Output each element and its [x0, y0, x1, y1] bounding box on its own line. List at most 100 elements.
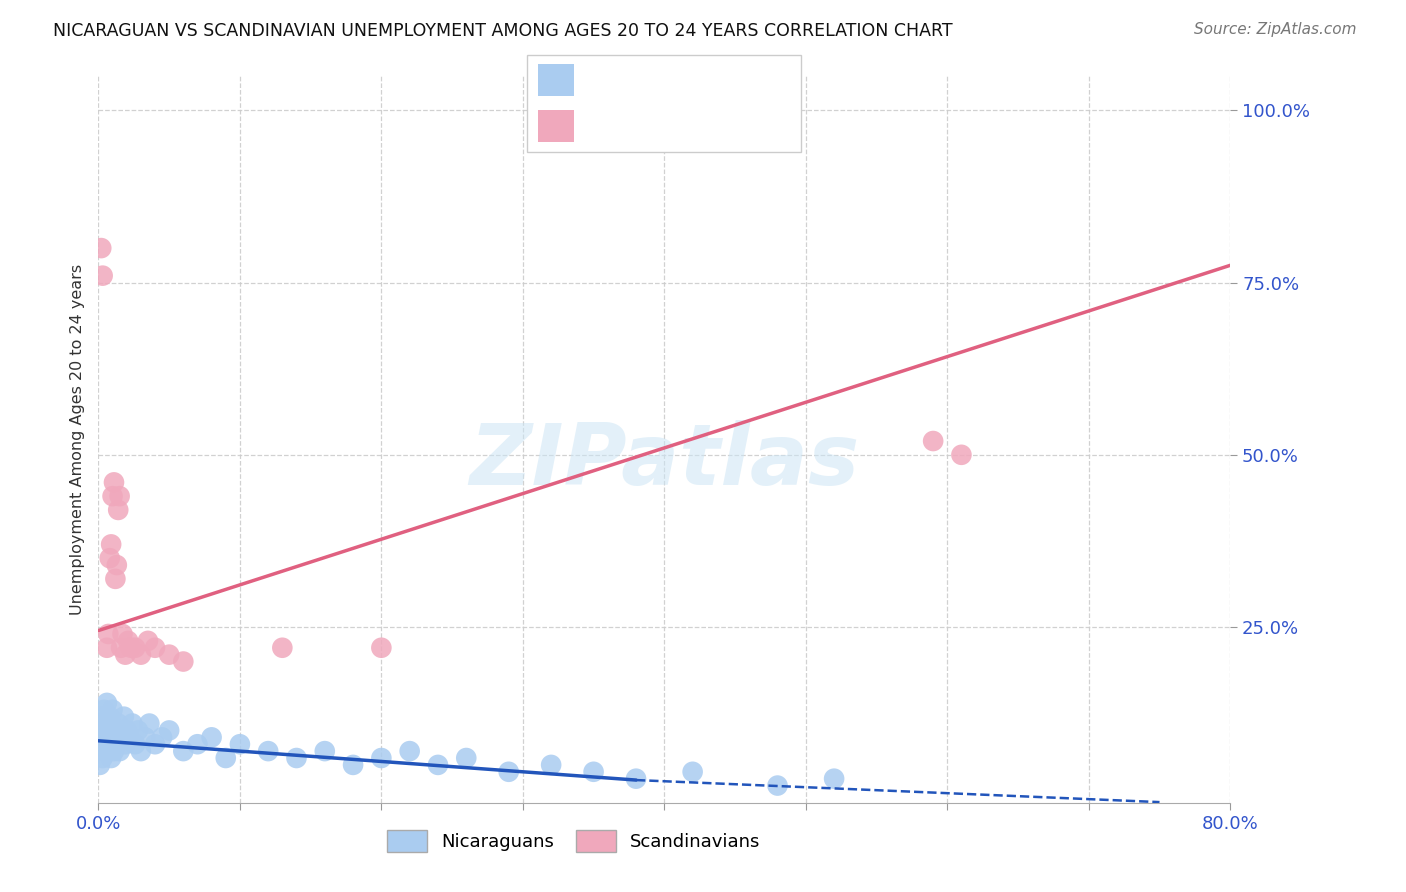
Point	[94, 731, 117, 745]
Point	[107, 503, 129, 517]
Point	[93, 703, 115, 717]
Point	[121, 716, 143, 731]
Point	[101, 703, 124, 717]
Text: N =: N =	[706, 117, 737, 135]
Point	[136, 633, 159, 648]
FancyBboxPatch shape	[527, 55, 801, 152]
Point	[172, 744, 194, 758]
Text: 27: 27	[747, 117, 772, 135]
Point	[114, 737, 136, 751]
Point	[89, 758, 111, 772]
Point	[766, 779, 789, 793]
Point	[582, 764, 605, 779]
Point	[118, 731, 141, 745]
Point	[186, 737, 208, 751]
Point	[108, 489, 131, 503]
Text: 0.381: 0.381	[626, 117, 679, 135]
Point	[143, 640, 166, 655]
Point	[108, 744, 131, 758]
Point	[129, 648, 152, 662]
Point	[172, 655, 194, 669]
Point	[498, 764, 520, 779]
Point	[90, 709, 112, 723]
Text: ZIPatlas: ZIPatlas	[470, 419, 859, 502]
Text: -0.387: -0.387	[626, 70, 686, 89]
Point	[98, 731, 121, 745]
Point	[823, 772, 845, 786]
Y-axis label: Unemployment Among Ages 20 to 24 years: Unemployment Among Ages 20 to 24 years	[69, 264, 84, 615]
Point	[91, 751, 114, 765]
Point	[90, 241, 112, 255]
Point	[114, 648, 136, 662]
Point	[97, 627, 120, 641]
Point	[96, 737, 118, 751]
Point	[111, 731, 134, 745]
Point	[105, 737, 128, 751]
Point	[91, 723, 114, 738]
Point	[96, 696, 118, 710]
Text: R =: R =	[585, 117, 621, 135]
Point	[456, 751, 478, 765]
Text: R =: R =	[585, 70, 621, 89]
Point	[100, 716, 122, 731]
Point	[104, 572, 127, 586]
Point	[129, 744, 152, 758]
Point	[104, 731, 127, 745]
Text: N =: N =	[706, 70, 737, 89]
Point	[370, 640, 392, 655]
Point	[100, 751, 122, 765]
Point	[103, 475, 125, 490]
Point	[398, 744, 420, 758]
Point	[97, 744, 120, 758]
Point	[91, 268, 114, 283]
Point	[229, 737, 252, 751]
Point	[285, 751, 308, 765]
Point	[271, 640, 294, 655]
Point	[124, 640, 146, 655]
Point	[950, 448, 973, 462]
Point	[107, 716, 129, 731]
Point	[134, 731, 156, 745]
Point	[257, 744, 280, 758]
Point	[94, 716, 117, 731]
Point	[96, 640, 118, 655]
Point	[138, 716, 160, 731]
Point	[98, 551, 121, 566]
Point	[103, 744, 125, 758]
Text: NICARAGUAN VS SCANDINAVIAN UNEMPLOYMENT AMONG AGES 20 TO 24 YEARS CORRELATION CH: NICARAGUAN VS SCANDINAVIAN UNEMPLOYMENT …	[53, 22, 953, 40]
FancyBboxPatch shape	[538, 64, 574, 95]
Point	[370, 751, 392, 765]
Point	[97, 723, 120, 738]
Point	[93, 744, 115, 758]
Point	[100, 537, 122, 551]
Point	[682, 764, 704, 779]
Point	[90, 737, 112, 751]
Point	[110, 723, 132, 738]
Point	[922, 434, 945, 448]
Point	[540, 758, 562, 772]
Point	[150, 731, 173, 745]
Point	[105, 558, 128, 572]
Point	[111, 627, 134, 641]
Point	[110, 640, 132, 655]
Point	[98, 709, 121, 723]
Point	[112, 709, 135, 723]
Point	[342, 758, 364, 772]
Point	[103, 723, 125, 738]
Point	[124, 737, 146, 751]
Point	[101, 737, 124, 751]
Point	[624, 772, 647, 786]
Point	[127, 723, 149, 738]
Point	[157, 648, 180, 662]
Text: 60: 60	[747, 70, 772, 89]
Point	[201, 731, 224, 745]
FancyBboxPatch shape	[538, 111, 574, 142]
Point	[314, 744, 336, 758]
Text: Source: ZipAtlas.com: Source: ZipAtlas.com	[1194, 22, 1357, 37]
Point	[117, 633, 139, 648]
Legend: Nicaraguans, Scandinavians: Nicaraguans, Scandinavians	[380, 822, 768, 859]
Point	[215, 751, 238, 765]
Point	[157, 723, 180, 738]
Point	[101, 489, 124, 503]
Point	[143, 737, 166, 751]
